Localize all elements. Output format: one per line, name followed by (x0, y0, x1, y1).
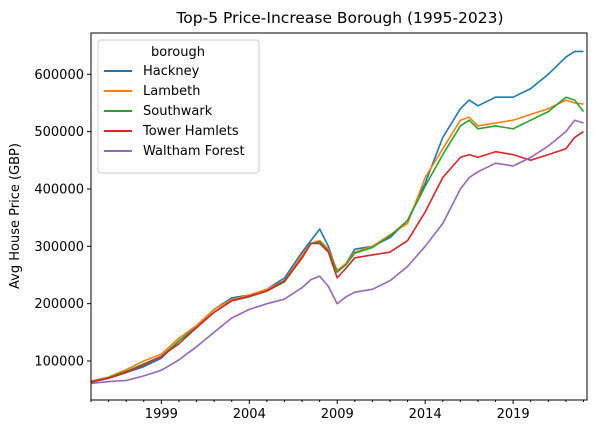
x-tick-label: 1999 (145, 407, 178, 422)
y-tick-label: 500000 (34, 125, 84, 140)
legend-title: borough (151, 45, 205, 60)
legend: borough Hackney Lambeth Southwark Tower Ham… (98, 40, 259, 173)
legend-label-1: Lambeth (143, 84, 200, 99)
y-tick-label: 600000 (34, 68, 84, 83)
y-axis-label: Avg House Price (GBP) (8, 143, 23, 289)
chart-title: Top-5 Price-Increase Borough (1995-2023) (175, 9, 503, 27)
legend-label-2: Southwark (143, 104, 213, 119)
y-tick-label: 200000 (34, 297, 84, 312)
y-tick-label: 400000 (34, 182, 84, 197)
x-tick-label: 2014 (409, 407, 442, 422)
legend-label-3: Tower Hamlets (142, 124, 239, 139)
y-tick-label: 100000 (34, 355, 84, 370)
x-tick-label: 2004 (233, 407, 266, 422)
legend-label-4: Waltham Forest (143, 144, 245, 159)
x-tick-label: 2009 (321, 407, 354, 422)
x-tick-label: 2019 (497, 407, 530, 422)
y-tick-label: 300000 (34, 240, 84, 255)
legend-label-0: Hackney (143, 64, 200, 79)
